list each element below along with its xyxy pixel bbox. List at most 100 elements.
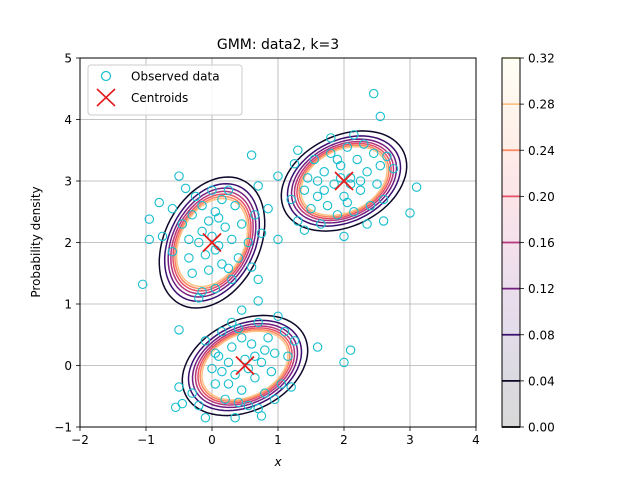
data-point (243, 363, 254, 374)
data-point (220, 394, 230, 405)
data-point (349, 207, 359, 217)
legend-centroid-label: Centroids (131, 91, 188, 105)
y-tick-label: 4 (64, 113, 72, 127)
data-point (233, 323, 244, 334)
data-point (227, 317, 237, 328)
data-point (213, 213, 224, 223)
data-point (217, 259, 227, 269)
data-point (230, 369, 240, 380)
colorbar-tick-label: 0.00 (528, 421, 555, 435)
centroid-marker (202, 232, 222, 253)
data-point (184, 253, 194, 263)
data-point (197, 286, 207, 297)
data-point (227, 274, 237, 285)
data-point (144, 234, 155, 245)
x-tick-label: 0 (208, 433, 216, 447)
data-point (269, 394, 280, 405)
legend-centroid-marker-icon (96, 88, 116, 107)
data-point (223, 263, 234, 274)
data-point (213, 351, 224, 362)
data-point (144, 214, 155, 224)
data-point (312, 176, 323, 186)
data-point (293, 145, 303, 156)
chart-title: GMM: data2, k=3 (217, 37, 339, 53)
data-point (299, 225, 310, 235)
data-point (223, 379, 234, 389)
contour-line (172, 193, 252, 292)
data-point (246, 262, 257, 272)
x-tick-label: −1 (137, 433, 155, 447)
contour-line (167, 187, 257, 298)
data-point (256, 357, 267, 368)
data-point (273, 171, 283, 181)
data-point (190, 191, 201, 202)
data-point (207, 363, 217, 374)
data-point (197, 226, 207, 237)
colorbar-tick-label: 0.16 (528, 236, 555, 250)
x-axis-ticks: −2 −1 0 1 2 3 4 (71, 427, 480, 447)
contour-line (163, 182, 261, 303)
contour-line (293, 140, 395, 222)
data-point (187, 268, 197, 278)
contour-line (170, 190, 254, 295)
data-point (217, 366, 227, 377)
contour-line (201, 330, 289, 401)
colorbar-tick-label: 0.08 (528, 328, 555, 342)
data-point (170, 402, 181, 413)
data-point (359, 139, 369, 149)
data-point (312, 191, 323, 202)
data-point (339, 231, 349, 242)
data-point (335, 173, 346, 183)
data-point (256, 228, 267, 239)
contour-line (199, 328, 291, 403)
colorbar-tick-label: 0.12 (528, 282, 555, 296)
legend-observed-marker-icon (100, 70, 112, 82)
x-tick-label: 4 (472, 433, 480, 447)
contour-line (194, 325, 296, 406)
data-point (378, 216, 389, 226)
data-point (253, 274, 263, 285)
data-point (326, 133, 336, 143)
data-point (223, 185, 234, 195)
data-point (349, 130, 359, 140)
data-point (167, 246, 178, 257)
contour-line (286, 135, 402, 227)
data-point (263, 333, 273, 343)
data-point (319, 185, 329, 195)
centroid-marker (334, 171, 354, 191)
y-tick-label: 3 (64, 175, 72, 189)
data-point (187, 210, 197, 220)
data-point (240, 354, 250, 365)
data-point (233, 397, 244, 408)
data-point (230, 200, 240, 211)
data-point (362, 219, 372, 229)
data-point (405, 208, 415, 218)
data-point (345, 345, 356, 355)
data-point (352, 154, 362, 165)
data-point (293, 216, 303, 226)
data-point (250, 210, 260, 220)
data-point (187, 388, 197, 398)
data-point (230, 413, 240, 423)
data-point (378, 194, 389, 205)
legend-observed-label: Observed data (131, 70, 220, 84)
data-point (286, 194, 296, 205)
data-point (375, 160, 386, 171)
data-point (411, 182, 422, 192)
contour-line (187, 319, 303, 412)
data-point (332, 210, 343, 220)
data-point (273, 234, 283, 245)
data-point (197, 200, 207, 211)
data-point (302, 173, 313, 183)
data-point (273, 311, 283, 322)
data-point (260, 388, 270, 398)
data-point (342, 197, 353, 208)
data-point (246, 150, 257, 160)
data-point (299, 185, 310, 195)
data-point (332, 154, 343, 165)
data-point (279, 326, 290, 337)
colorbar-tick-label: 0.28 (528, 98, 555, 112)
data-point (207, 185, 217, 195)
data-point (289, 336, 300, 346)
data-point (362, 167, 372, 177)
